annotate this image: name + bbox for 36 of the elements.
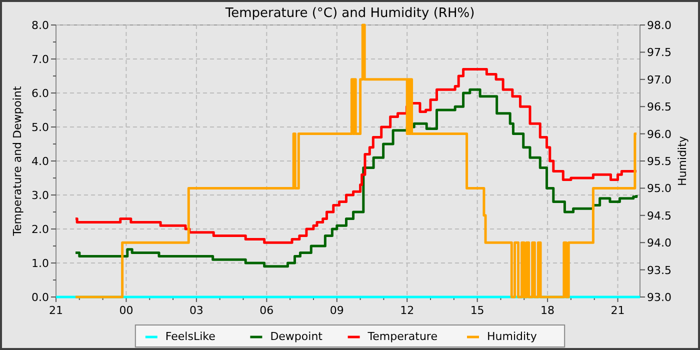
y2-tick-label: 93.0: [647, 291, 672, 304]
y-tick-label: 1.0: [32, 257, 49, 270]
x-tick-label: 00: [119, 304, 134, 317]
x-tick-label: 21: [610, 304, 625, 317]
y2-tick-label: 96.0: [647, 128, 672, 141]
y-tick-label: 7.0: [32, 53, 49, 66]
y2-tick-label: 95.5: [647, 155, 672, 168]
y-tick-label: 8.0: [32, 19, 49, 32]
y-tick-label: 6.0: [32, 87, 49, 100]
y-axis-title: Temperature and Dewpoint: [11, 85, 24, 237]
x-tick-label: 12: [400, 304, 414, 317]
legend-label: FeelsLike: [165, 330, 216, 343]
x-tick-label: 21: [49, 304, 63, 317]
y-tick-label: 0.0: [32, 291, 49, 304]
y2-tick-label: 94.5: [647, 209, 672, 222]
x-tick-label: 15: [470, 304, 484, 317]
legend-label: Dewpoint: [270, 330, 324, 343]
y2-tick-label: 97.5: [647, 46, 672, 60]
x-tick-label: 09: [330, 304, 344, 317]
y-tick-label: 2.0: [32, 223, 49, 236]
y2-tick-label: 95.0: [647, 182, 672, 196]
x-tick-label: 18: [540, 304, 555, 317]
x-tick-label: 03: [189, 304, 204, 317]
legend-label: Temperature: [366, 330, 438, 343]
y2-axis-title: Humidity: [676, 136, 689, 186]
chart-title: Temperature (°C) and Humidity (RH%): [224, 6, 475, 21]
y2-tick-label: 98.0: [647, 19, 672, 32]
y-tick-label: 5.0: [32, 121, 49, 134]
legend-label: Humidity: [487, 330, 538, 343]
y-tick-label: 4.0: [32, 155, 49, 168]
x-tick-label: 06: [260, 304, 274, 317]
y2-tick-label: 96.5: [647, 100, 672, 114]
y2-tick-label: 94.0: [647, 236, 672, 250]
y2-tick-label: 93.5: [647, 264, 672, 277]
y-tick-label: 3.0: [32, 189, 49, 202]
y2-tick-label: 97.0: [647, 73, 672, 86]
